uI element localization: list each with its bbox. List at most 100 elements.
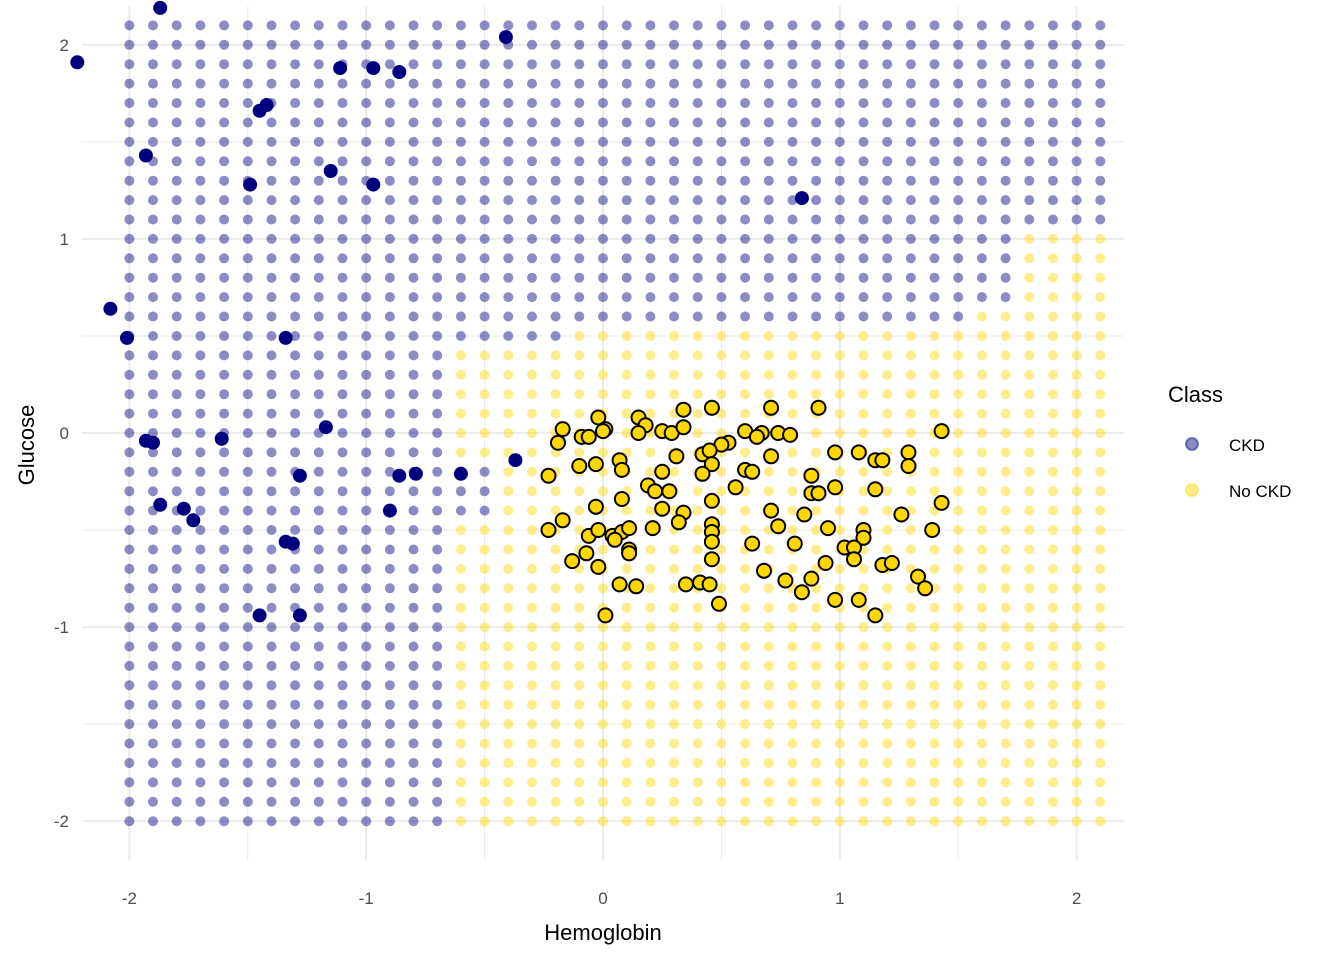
grid-point-ckd [432,175,443,186]
grid-point-no-ckd [1095,408,1106,419]
grid-point-ckd [716,292,727,303]
grid-point-ckd [905,78,916,89]
grid-point-ckd [574,233,585,244]
grid-point-ckd [124,486,135,497]
grid-point-no-ckd [550,622,561,633]
grid-point-no-ckd [455,641,466,652]
grid-point-ckd [219,602,230,613]
grid-point-ckd [669,292,679,303]
data-point-no-ckd [874,452,891,469]
grid-point-ckd [432,699,443,710]
grid-point-ckd [384,525,395,535]
grid-point-ckd [124,428,135,438]
grid-point-ckd [242,719,253,730]
grid-point-no-ckd [503,525,514,535]
grid-point-no-ckd [598,796,608,807]
grid-point-no-ckd [740,622,751,633]
grid-point-ckd [669,311,679,322]
grid-point-ckd [171,466,182,477]
grid-point-no-ckd [1071,738,1082,749]
grid-point-ckd [787,214,798,225]
grid-point-no-ckd [479,660,490,671]
grid-point-no-ckd [905,738,916,749]
grid-point-ckd [1000,78,1011,89]
grid-point-no-ckd [929,680,940,691]
grid-point-ckd [976,117,987,128]
grid-point-ckd [455,156,466,167]
grid-point-ckd [574,98,585,108]
grid-point-no-ckd [763,389,774,400]
grid-point-ckd [124,117,135,128]
grid-point-no-ckd [882,777,893,788]
grid-point-no-ckd [479,641,490,652]
grid-point-no-ckd [645,466,656,477]
data-point-no-ckd [867,607,884,624]
data-point-ckd [382,503,397,518]
grid-point-ckd [337,505,348,516]
grid-point-no-ckd [929,699,940,710]
grid-point-no-ckd [621,622,632,633]
grid-point-no-ckd [550,641,561,652]
grid-point-no-ckd [669,331,679,341]
grid-point-no-ckd [669,466,679,477]
grid-point-ckd [313,272,324,283]
grid-point-ckd [432,583,443,594]
grid-point-ckd [124,699,135,710]
grid-point-no-ckd [1071,622,1082,633]
data-point-ckd [366,177,381,192]
grid-point-ckd [384,156,395,167]
grid-point-ckd [242,447,253,458]
grid-point-ckd [905,272,916,283]
grid-point-ckd [171,699,182,710]
grid-point-ckd [124,350,135,361]
grid-point-ckd [811,156,822,167]
grid-point-ckd [384,136,395,147]
grid-point-ckd [598,233,608,244]
grid-point-ckd [337,156,348,167]
grid-point-ckd [598,253,608,264]
grid-point-ckd [834,311,845,322]
grid-point-ckd [266,408,277,419]
grid-point-no-ckd [716,350,727,361]
grid-point-no-ckd [787,505,798,516]
grid-point-no-ckd [550,699,561,710]
grid-point-ckd [858,214,869,225]
grid-point-ckd [479,20,490,31]
grid-point-ckd [432,602,443,613]
grid-point-no-ckd [1024,796,1035,807]
grid-point-no-ckd [1071,389,1082,400]
grid-point-ckd [503,292,514,303]
grid-point-ckd [787,20,798,31]
grid-point-ckd [550,233,561,244]
grid-point-no-ckd [834,680,845,691]
grid-point-no-ckd [787,699,798,710]
grid-point-no-ckd [598,389,608,400]
grid-point-ckd [148,486,158,497]
grid-point-no-ckd [882,408,893,419]
grid-point-ckd [645,272,656,283]
grid-point-no-ckd [692,816,703,827]
grid-point-no-ckd [479,816,490,827]
grid-point-ckd [763,39,774,50]
grid-point-ckd [171,758,182,768]
grid-point-no-ckd [905,622,916,633]
grid-point-ckd [195,544,206,555]
grid-point-no-ckd [834,777,845,788]
grid-point-ckd [1024,117,1035,128]
grid-point-ckd [550,272,561,283]
grid-point-ckd [976,272,987,283]
grid-point-no-ckd [503,369,514,380]
grid-point-no-ckd [503,350,514,361]
data-point-ckd [318,420,333,435]
grid-point-no-ckd [740,777,751,788]
grid-point-ckd [763,117,774,128]
grid-point-ckd [266,214,277,225]
grid-point-ckd [882,311,893,322]
grid-point-ckd [858,233,869,244]
grid-point-ckd [669,272,679,283]
grid-point-ckd [266,466,277,477]
grid-point-ckd [929,233,940,244]
grid-point-ckd [290,175,301,186]
grid-point-ckd [313,350,324,361]
grid-point-ckd [337,796,348,807]
